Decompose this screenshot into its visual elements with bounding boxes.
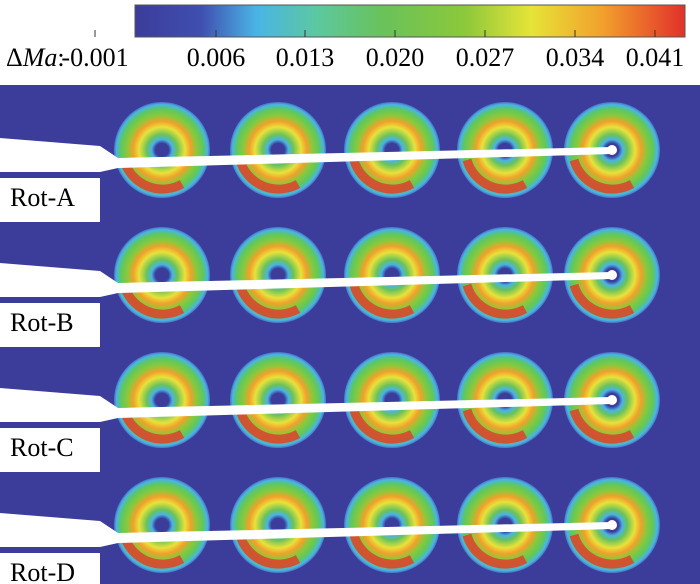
- vortex-ring: [344, 477, 440, 573]
- rotor-blade: [0, 263, 612, 297]
- vortex-hotspot: [569, 408, 635, 444]
- rotor-row: Rot-C: [0, 352, 660, 472]
- vortex-hotspot: [235, 408, 301, 444]
- vortex-hotspot: [569, 283, 635, 319]
- rotor-row: Rot-B: [0, 227, 660, 347]
- vortex-hotspot: [462, 533, 528, 569]
- vortex-ring: [114, 352, 210, 448]
- vortex-hotspot: [119, 158, 185, 194]
- blade-tip: [607, 395, 617, 405]
- vortex-hotspot: [462, 283, 528, 319]
- vortex-hotspot: [119, 408, 185, 444]
- colorbar-tick-label: 0.020: [366, 43, 425, 72]
- colorbar-tick-label: 0.013: [276, 43, 335, 72]
- row-label: Rot-A: [10, 183, 75, 212]
- row-label: Rot-D: [10, 558, 75, 584]
- blade-tip: [607, 145, 617, 155]
- vortex-hotspot: [119, 533, 185, 569]
- colorbar-label: ΔMa:: [6, 43, 65, 72]
- vortex-ring: [344, 352, 440, 448]
- vortex-hotspot: [462, 408, 528, 444]
- vortex-ring: [230, 227, 326, 323]
- vortex-hotspot: [349, 533, 415, 569]
- vortex-hotspot: [569, 533, 635, 569]
- vortex-ring: [230, 102, 326, 198]
- vortex-ring: [114, 227, 210, 323]
- row-label: Rot-C: [10, 433, 74, 462]
- vortex-ring: [230, 352, 326, 448]
- vortex-hotspot: [235, 158, 301, 194]
- rotor-blade: [0, 513, 612, 547]
- vortex-hotspot: [235, 283, 301, 319]
- colorbar-tick-label: 0.041: [626, 43, 685, 72]
- colorbar-tick-label: 0.006: [187, 43, 246, 72]
- colorbar-tick-label: 0.027: [456, 43, 515, 72]
- colorbar-tick-label: 0.034: [546, 43, 605, 72]
- rotor-row: Rot-A: [0, 102, 660, 222]
- colorbar: [134, 4, 686, 38]
- blade-tip: [607, 270, 617, 280]
- vortex-ring: [344, 227, 440, 323]
- vortex-ring: [114, 477, 210, 573]
- vortex-hotspot: [462, 158, 528, 194]
- rotor-row: Rot-D: [0, 477, 660, 584]
- label-box: [0, 428, 100, 472]
- vortex-hotspot: [349, 408, 415, 444]
- rotor-blade: [0, 138, 612, 172]
- vortex-ring: [344, 102, 440, 198]
- vortex-hotspot: [349, 158, 415, 194]
- label-box: [0, 178, 100, 222]
- vortex-hotspot: [119, 283, 185, 319]
- label-box: [0, 303, 100, 347]
- colorbar-tick-label: -0.001: [61, 43, 128, 72]
- label-box: [0, 553, 100, 584]
- vortex-hotspot: [235, 533, 301, 569]
- blade-tip: [607, 520, 617, 530]
- vortex-ring: [114, 102, 210, 198]
- vortex-ring: [230, 477, 326, 573]
- rotor-blade: [0, 388, 612, 422]
- vortex-hotspot: [569, 158, 635, 194]
- vortex-hotspot: [349, 283, 415, 319]
- row-label: Rot-B: [10, 308, 74, 337]
